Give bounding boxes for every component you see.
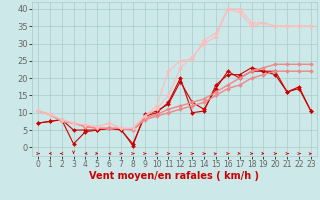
X-axis label: Vent moyen/en rafales ( km/h ): Vent moyen/en rafales ( km/h ) — [89, 171, 260, 181]
